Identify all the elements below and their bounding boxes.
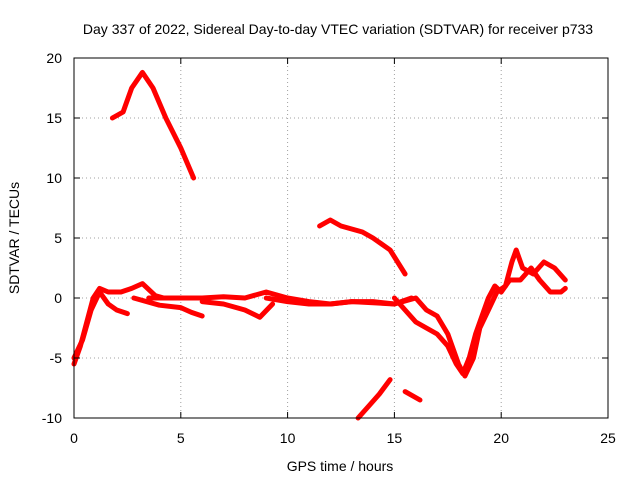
series-arc-10 <box>355 377 393 421</box>
y-axis-ticks: -10 -5 0 5 10 15 20 <box>42 50 608 426</box>
x-tick-label: 0 <box>70 430 78 446</box>
data-series <box>71 69 568 421</box>
series-arc-4 <box>131 295 205 319</box>
y-tick-label: -10 <box>42 410 62 426</box>
x-tick-label: 10 <box>280 430 296 446</box>
x-tick-label: 15 <box>387 430 403 446</box>
y-tick-label: 5 <box>54 230 62 246</box>
x-tick-label: 25 <box>600 430 616 446</box>
y-tick-label: 10 <box>46 170 62 186</box>
series-arc-11 <box>402 389 423 403</box>
y-axis-label: SDTVAR / TECUs <box>6 182 22 294</box>
series-arc-8 <box>391 265 568 377</box>
y-tick-label: 15 <box>46 110 62 126</box>
chart-title: Day 337 of 2022, Sidereal Day-to-day VTE… <box>83 21 593 37</box>
series-arc-2 <box>71 289 130 361</box>
y-tick-label: 20 <box>46 50 62 66</box>
series-arc-6 <box>199 299 276 320</box>
grid-lines <box>74 58 608 418</box>
series-arc-3 <box>109 69 197 181</box>
x-tick-label: 5 <box>177 430 185 446</box>
x-tick-label: 20 <box>493 430 509 446</box>
y-tick-label: -5 <box>50 350 63 366</box>
y-tick-label: 0 <box>54 290 62 306</box>
x-axis-label: GPS time / hours <box>287 458 394 474</box>
series-arc-7 <box>263 247 568 379</box>
x-axis-ticks: 0 5 10 15 20 25 <box>70 58 616 446</box>
series-arc-9 <box>317 217 408 277</box>
